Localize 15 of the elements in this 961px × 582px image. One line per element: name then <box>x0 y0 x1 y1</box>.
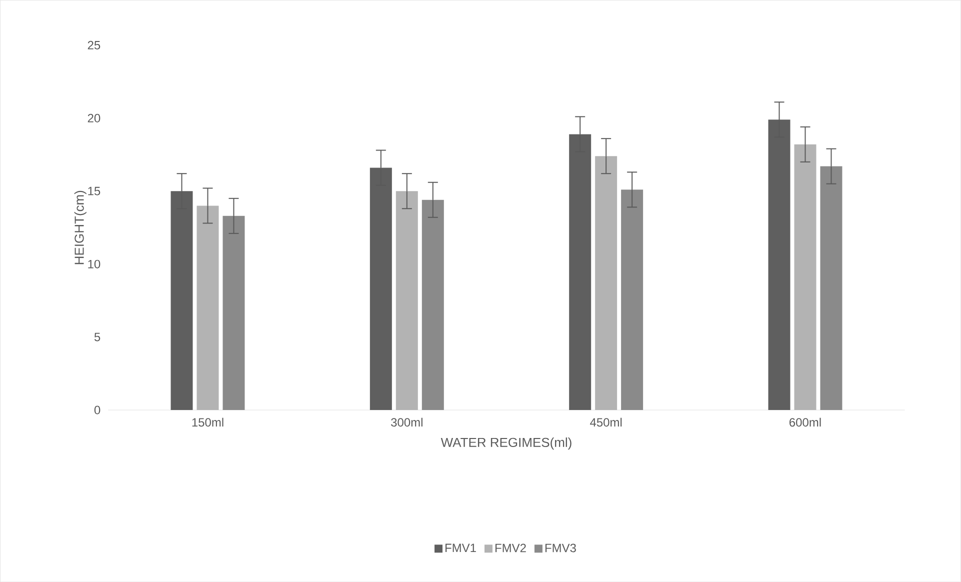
x-tick-label: 450ml <box>590 418 622 427</box>
y-tick-label: 0 <box>94 406 100 414</box>
x-tick-label: 150ml <box>192 418 224 427</box>
y-axis-title: HEIGHT(cm) <box>74 190 86 264</box>
x-axis-title: WATER REGIMES(ml) <box>440 437 572 450</box>
y-tick-label: 15 <box>88 186 100 196</box>
x-tick-label: 600ml <box>790 418 821 427</box>
y-tick-label: 20 <box>88 114 100 122</box>
x-tick-label: 300ml <box>391 418 422 427</box>
legend-label: FMV3 <box>545 544 576 552</box>
y-tick-label: 10 <box>88 260 100 268</box>
legend-label: FMV2 <box>495 544 526 552</box>
legend-label: FMV1 <box>446 544 476 552</box>
y-tick-label: 25 <box>88 40 100 50</box>
y-tick-label: 5 <box>94 332 100 342</box>
